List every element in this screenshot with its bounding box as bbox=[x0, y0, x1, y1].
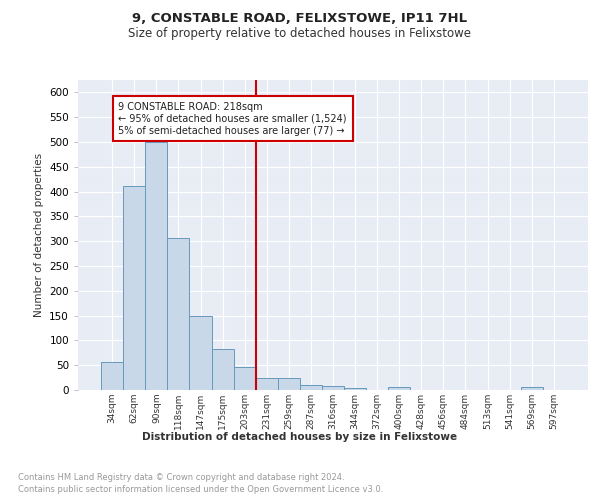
Bar bbox=[278, 378, 300, 390]
Bar bbox=[123, 186, 145, 390]
Bar bbox=[145, 142, 167, 390]
Text: 9, CONSTABLE ROAD, FELIXSTOWE, IP11 7HL: 9, CONSTABLE ROAD, FELIXSTOWE, IP11 7HL bbox=[133, 12, 467, 26]
Text: Contains public sector information licensed under the Open Government Licence v3: Contains public sector information licen… bbox=[18, 485, 383, 494]
Bar bbox=[212, 349, 233, 390]
Bar bbox=[300, 384, 322, 390]
Bar bbox=[521, 387, 543, 390]
Bar bbox=[167, 238, 190, 390]
Bar bbox=[101, 362, 123, 390]
Y-axis label: Number of detached properties: Number of detached properties bbox=[34, 153, 44, 317]
Bar bbox=[190, 316, 212, 390]
Text: Distribution of detached houses by size in Felixstowe: Distribution of detached houses by size … bbox=[142, 432, 458, 442]
Text: 9 CONSTABLE ROAD: 218sqm
← 95% of detached houses are smaller (1,524)
5% of semi: 9 CONSTABLE ROAD: 218sqm ← 95% of detach… bbox=[118, 102, 347, 136]
Text: Size of property relative to detached houses in Felixstowe: Size of property relative to detached ho… bbox=[128, 28, 472, 40]
Bar bbox=[256, 378, 278, 390]
Bar bbox=[322, 386, 344, 390]
Text: Contains HM Land Registry data © Crown copyright and database right 2024.: Contains HM Land Registry data © Crown c… bbox=[18, 472, 344, 482]
Bar bbox=[388, 387, 410, 390]
Bar bbox=[233, 367, 256, 390]
Bar bbox=[344, 388, 366, 390]
